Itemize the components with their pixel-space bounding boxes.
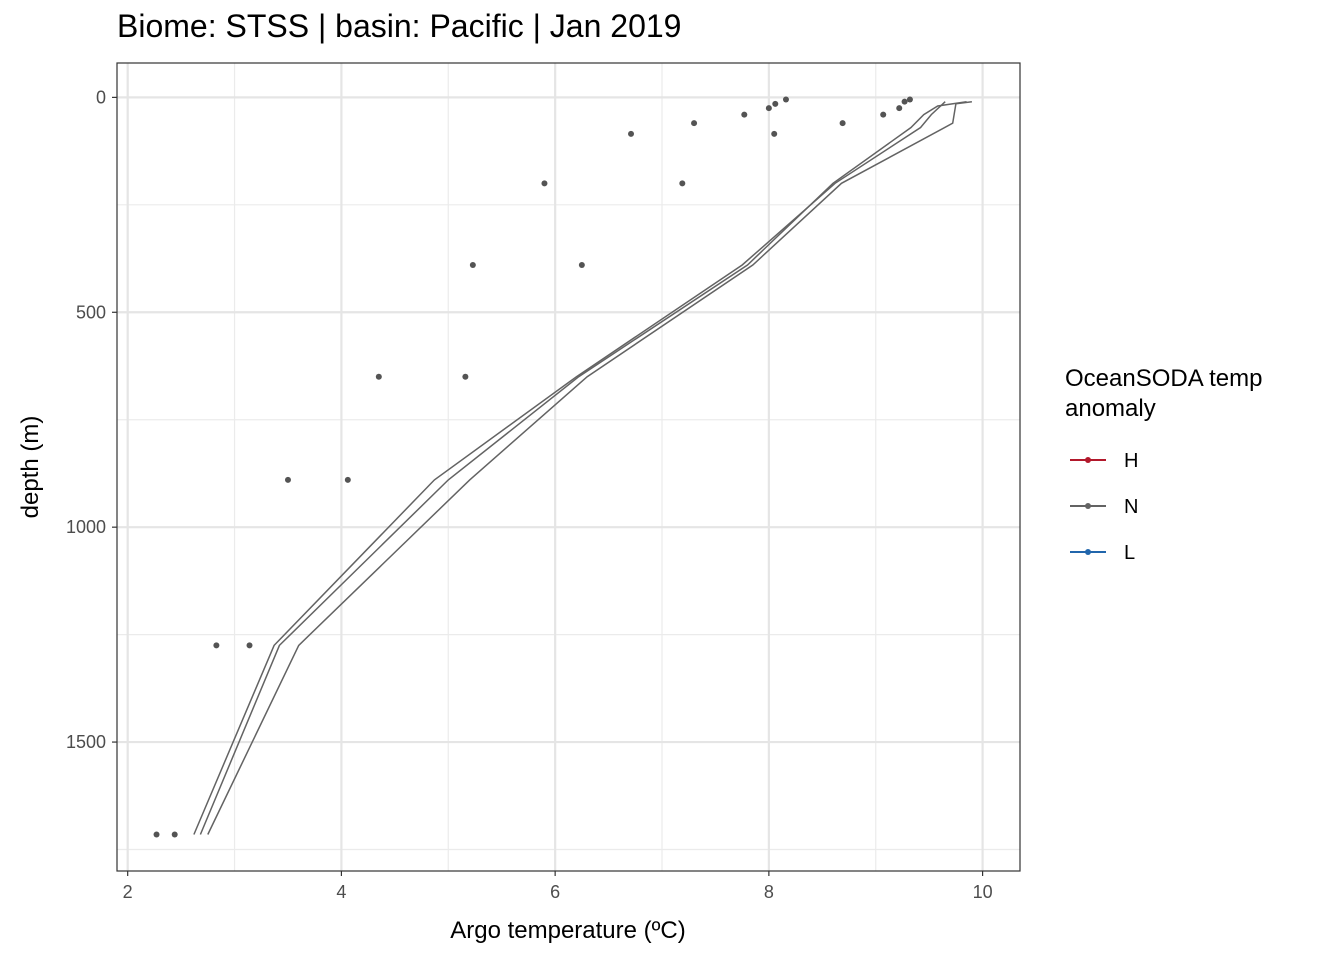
series-line-2 <box>199 100 967 835</box>
series-line-1 <box>193 101 946 835</box>
data-point <box>880 111 887 118</box>
data-point <box>901 98 908 105</box>
x-tick-label: 10 <box>973 882 993 902</box>
data-point <box>344 476 351 483</box>
chart-title: Biome: STSS | basin: Pacific | Jan 2019 <box>117 8 682 44</box>
data-point <box>284 476 291 483</box>
y-tick-label: 1000 <box>66 517 106 537</box>
y-tick-label: 500 <box>76 302 106 322</box>
data-point <box>541 180 548 187</box>
data-point <box>462 373 469 380</box>
y-axis-title: depth (m) <box>17 416 44 519</box>
y-axis-ticks: 0 500 1000 1500 <box>66 87 117 752</box>
data-point <box>246 642 253 649</box>
data-point <box>375 373 382 380</box>
data-point <box>771 130 778 137</box>
data-point <box>772 100 779 107</box>
legend: OceanSODA temp anomaly H N L <box>1065 365 1262 564</box>
legend-key-point <box>1085 457 1091 463</box>
legend-key-point <box>1085 549 1091 555</box>
data-points <box>153 96 913 838</box>
data-point <box>741 111 748 118</box>
minor-grid <box>117 63 1020 871</box>
data-point <box>679 180 686 187</box>
data-point <box>839 120 846 127</box>
data-point <box>906 96 913 103</box>
data-point <box>896 105 903 112</box>
series-lines <box>193 100 972 835</box>
series-line-3 <box>207 100 972 835</box>
legend-title-line-2: anomaly <box>1065 395 1156 422</box>
x-axis-title: Argo temperature (ºC) <box>450 917 686 944</box>
y-tick-label: 0 <box>96 87 106 107</box>
data-point <box>153 831 160 838</box>
x-tick-label: 4 <box>336 882 346 902</box>
data-point <box>213 642 220 649</box>
x-tick-label: 6 <box>550 882 560 902</box>
legend-key-point <box>1085 503 1091 509</box>
x-tick-label: 2 <box>123 882 133 902</box>
legend-title-line-1: OceanSODA temp <box>1065 365 1262 392</box>
x-tick-label: 8 <box>764 882 774 902</box>
legend-label: L <box>1124 542 1135 564</box>
x-axis-ticks: 2 4 6 8 10 <box>123 871 993 902</box>
plot-panel-border <box>116 62 1021 872</box>
legend-label: H <box>1124 450 1138 472</box>
legend-keys: H N L <box>1070 450 1138 564</box>
major-grid <box>117 63 1020 871</box>
data-point <box>691 120 698 127</box>
data-point <box>782 96 789 103</box>
data-point <box>628 130 635 137</box>
data-point <box>469 262 476 268</box>
legend-label: N <box>1124 496 1138 518</box>
y-tick-label: 1500 <box>66 732 106 752</box>
data-point <box>171 831 178 838</box>
data-point <box>578 262 585 268</box>
data-point <box>765 105 772 112</box>
